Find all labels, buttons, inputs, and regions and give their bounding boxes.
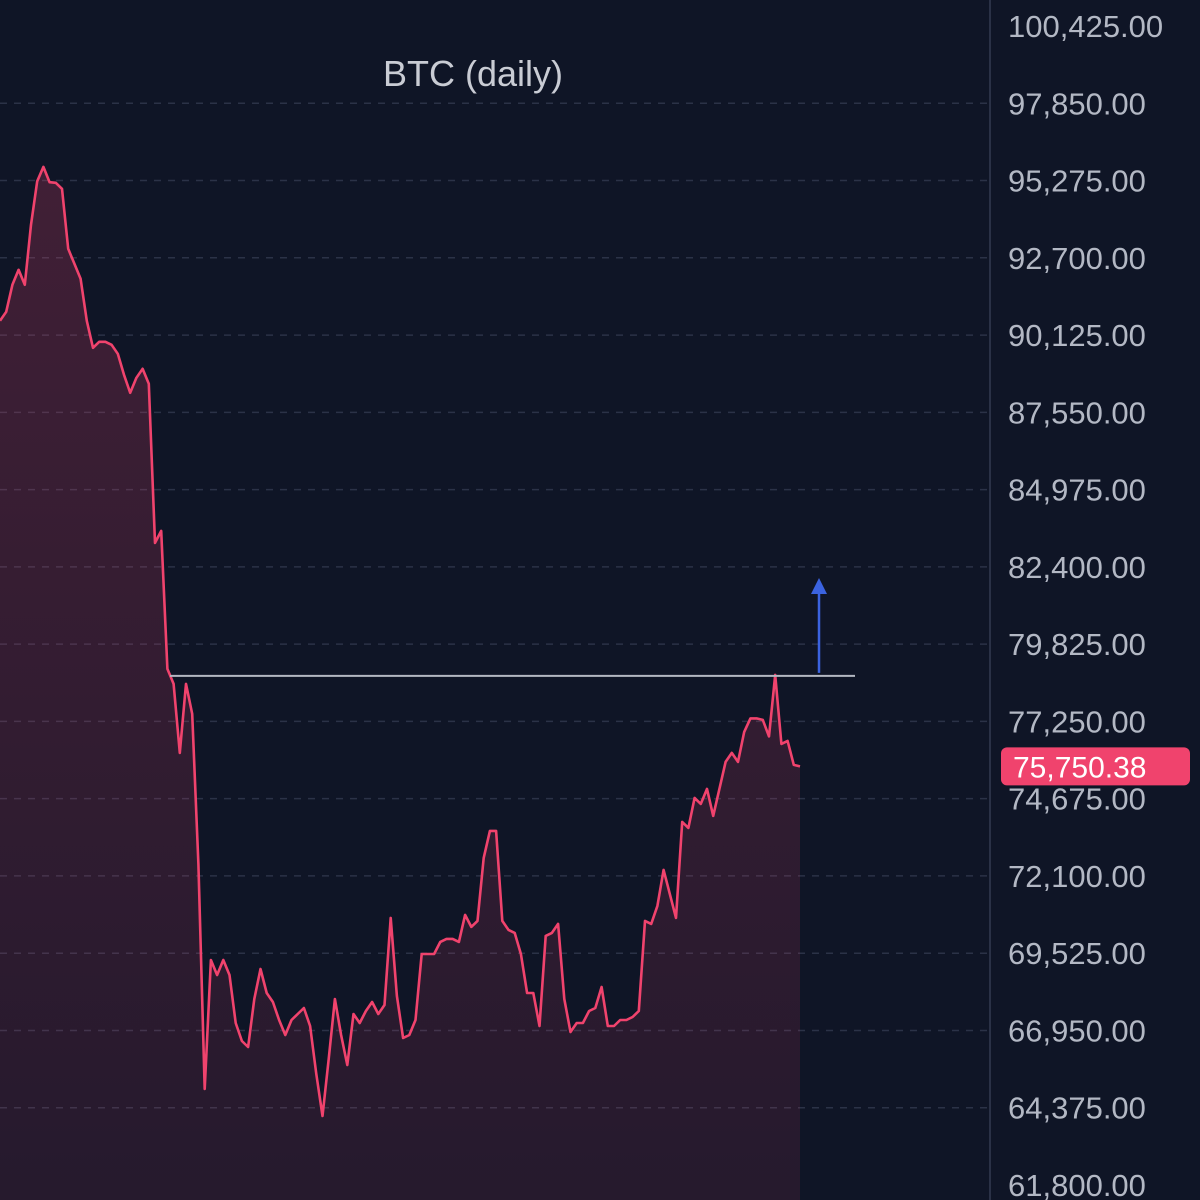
y-tick-label: 66,950.00 bbox=[1008, 1013, 1146, 1048]
y-tick-label: 64,375.00 bbox=[1008, 1091, 1146, 1126]
y-tick-label: 84,975.00 bbox=[1008, 473, 1146, 508]
current-price-label: 75,750.38 bbox=[1013, 751, 1146, 784]
y-tick-label: 100,425.00 bbox=[1008, 9, 1163, 44]
y-tick-label: 97,850.00 bbox=[1008, 86, 1146, 121]
y-tick-label: 61,800.00 bbox=[1008, 1168, 1146, 1200]
y-tick-label: 77,250.00 bbox=[1008, 704, 1146, 739]
current-price-badge: 75,750.38 bbox=[1001, 747, 1190, 786]
y-tick-label: 69,525.00 bbox=[1008, 936, 1146, 971]
chart-title: BTC (daily) bbox=[383, 53, 563, 94]
y-tick-label: 87,550.00 bbox=[1008, 395, 1146, 430]
y-tick-label: 95,275.00 bbox=[1008, 164, 1146, 199]
price-axis: 100,425.00 97,850.00 95,275.00 92,700.00 90,… bbox=[1008, 9, 1163, 1200]
y-tick-label: 72,100.00 bbox=[1008, 859, 1146, 894]
price-line bbox=[0, 165, 801, 1118]
current-price-badge-bg bbox=[1001, 747, 1190, 786]
y-tick-label: 92,700.00 bbox=[1008, 241, 1146, 276]
y-tick-label: 74,675.00 bbox=[1008, 782, 1146, 817]
up-arrow-head bbox=[811, 578, 827, 594]
price-area-fill bbox=[0, 166, 800, 1200]
up-arrow-icon bbox=[811, 578, 827, 673]
y-tick-label: 79,825.00 bbox=[1008, 627, 1146, 662]
y-tick-label: 90,125.00 bbox=[1008, 318, 1146, 353]
y-tick-label: 82,400.00 bbox=[1008, 550, 1146, 585]
